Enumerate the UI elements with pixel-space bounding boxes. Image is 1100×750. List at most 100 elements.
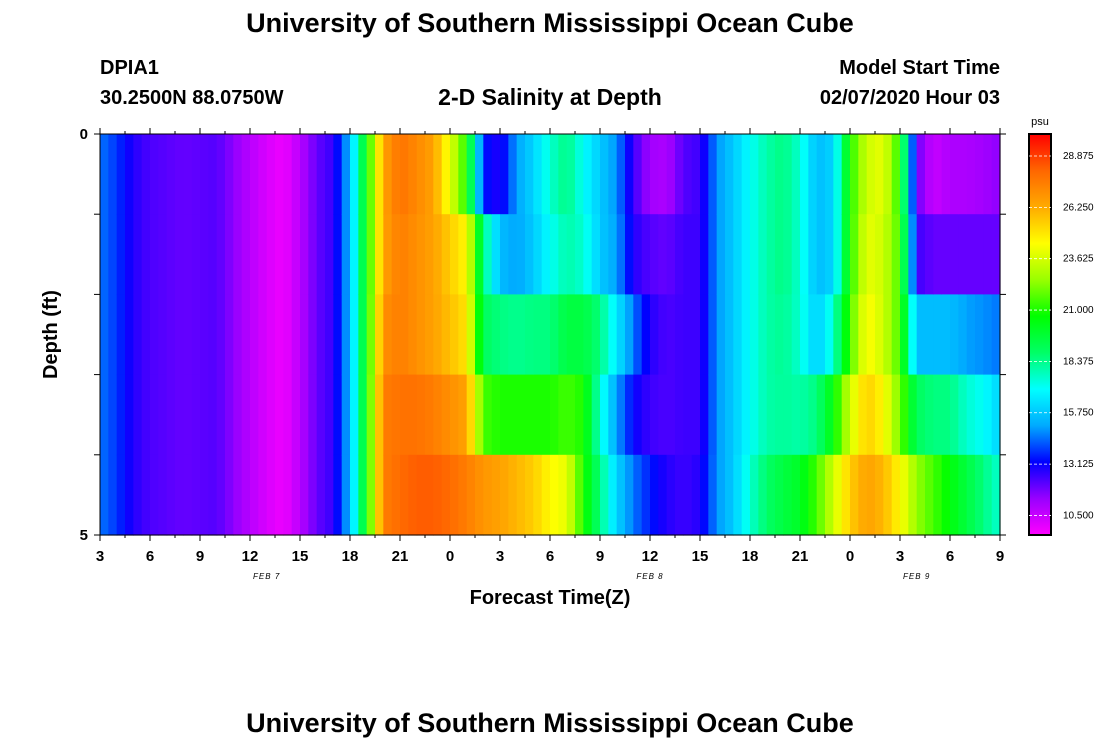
heatmap-cell — [250, 214, 259, 295]
footer-title: University of Southern Mississippi Ocean… — [246, 708, 854, 738]
heatmap-cell — [375, 294, 384, 376]
heatmap-cell — [958, 374, 968, 456]
heatmap-cell — [975, 214, 984, 295]
heatmap-cell — [300, 454, 309, 536]
heatmap-cell — [575, 454, 584, 536]
heatmap-cell — [483, 374, 493, 456]
heatmap-cell — [941, 214, 951, 295]
heatmap-cell — [358, 134, 368, 215]
heatmap-cell — [783, 454, 793, 536]
heatmap-cell — [258, 454, 268, 536]
heatmap-cell — [875, 374, 884, 456]
x-tick-label: 3 — [896, 548, 904, 565]
heatmap-cell — [400, 294, 409, 376]
heatmap-cell — [500, 134, 509, 215]
heatmap-cell — [491, 454, 501, 536]
heatmap-cell — [250, 294, 259, 376]
heatmap-cell — [366, 374, 376, 456]
heatmap-cell — [775, 134, 784, 215]
heatmap-cell — [316, 374, 326, 456]
heatmap-cell — [508, 214, 518, 295]
heatmap-cell — [108, 294, 118, 376]
heatmap-cell — [158, 294, 168, 376]
heatmap-cell — [691, 134, 701, 215]
heatmap-cell — [400, 374, 409, 456]
heatmap-cell — [158, 134, 168, 215]
heatmap-cell — [933, 214, 943, 295]
heatmap-cell — [783, 294, 793, 376]
heatmap-cell — [783, 214, 793, 295]
heatmap-cell — [475, 374, 484, 456]
date-label: FEB 8 — [636, 572, 663, 581]
heatmap-cell — [616, 374, 626, 456]
heatmap-cell — [991, 134, 1001, 215]
heatmap-cell — [825, 134, 834, 215]
heatmap-cell — [166, 294, 176, 376]
heatmap-cell — [516, 454, 526, 536]
heatmap-cell — [725, 134, 734, 215]
heatmap-cell — [625, 214, 634, 295]
heatmap-cell — [775, 214, 784, 295]
heatmap-cell — [150, 374, 159, 456]
heatmap-cell — [641, 214, 651, 295]
heatmap-cell — [175, 374, 184, 456]
heatmap-cell — [433, 214, 443, 295]
heatmap-cell — [325, 294, 334, 376]
heatmap-cell — [891, 454, 901, 536]
heatmap-cell — [608, 294, 618, 376]
heatmap-cell — [858, 454, 868, 536]
heatmap-cell — [975, 134, 984, 215]
x-tick-label: 18 — [342, 548, 359, 565]
heatmap-cell — [275, 374, 284, 456]
heatmap-cell — [291, 214, 301, 295]
heatmap-cell — [975, 294, 984, 376]
heatmap-cell — [658, 454, 668, 536]
heatmap-cell — [225, 134, 234, 215]
heatmap-cell — [983, 374, 993, 456]
heatmap-cell — [200, 134, 209, 215]
heatmap-cell — [816, 454, 826, 536]
heatmap-cell — [533, 454, 543, 536]
heatmap-cell — [625, 454, 634, 536]
x-tick-label: 15 — [692, 548, 709, 565]
heatmap-cell — [925, 214, 934, 295]
heatmap-cell — [175, 214, 184, 295]
x-tick-label: 6 — [546, 548, 554, 565]
heatmap-cell — [175, 134, 184, 215]
heatmap-cell — [116, 134, 126, 215]
heatmap-cell — [616, 454, 626, 536]
heatmap-cell — [125, 454, 134, 536]
x-tick-label: 15 — [292, 548, 309, 565]
heatmap-cell — [375, 214, 384, 295]
heatmap-cell — [866, 134, 876, 215]
heatmap-cell — [283, 374, 293, 456]
heatmap-cell — [408, 214, 418, 295]
heatmap-cells — [100, 134, 1001, 536]
heatmap-cell — [700, 454, 709, 536]
heatmap-cell — [983, 134, 993, 215]
heatmap-cell — [441, 374, 451, 456]
heatmap-cell — [700, 374, 709, 456]
heatmap-cell — [750, 374, 759, 456]
heatmap-cell — [708, 214, 718, 295]
heatmap-cell — [983, 214, 993, 295]
heatmap-cell — [450, 454, 459, 536]
heatmap-cell — [375, 134, 384, 215]
heatmap-cell — [475, 454, 484, 536]
heatmap-cell — [225, 214, 234, 295]
heatmap-cell — [133, 294, 143, 376]
heatmap-cell — [483, 134, 493, 215]
heatmap-cell — [350, 214, 359, 295]
heatmap-cell — [125, 134, 134, 215]
heatmap-cell — [300, 134, 309, 215]
heatmap-cell — [708, 134, 718, 215]
heatmap-cell — [866, 214, 876, 295]
heatmap-cell — [433, 294, 443, 376]
heatmap-cell — [416, 374, 426, 456]
heatmap-cell — [758, 214, 768, 295]
heatmap-cell — [825, 454, 834, 536]
heatmap-cell — [916, 214, 926, 295]
heatmap-cell — [933, 294, 943, 376]
heatmap-cell — [591, 134, 601, 215]
